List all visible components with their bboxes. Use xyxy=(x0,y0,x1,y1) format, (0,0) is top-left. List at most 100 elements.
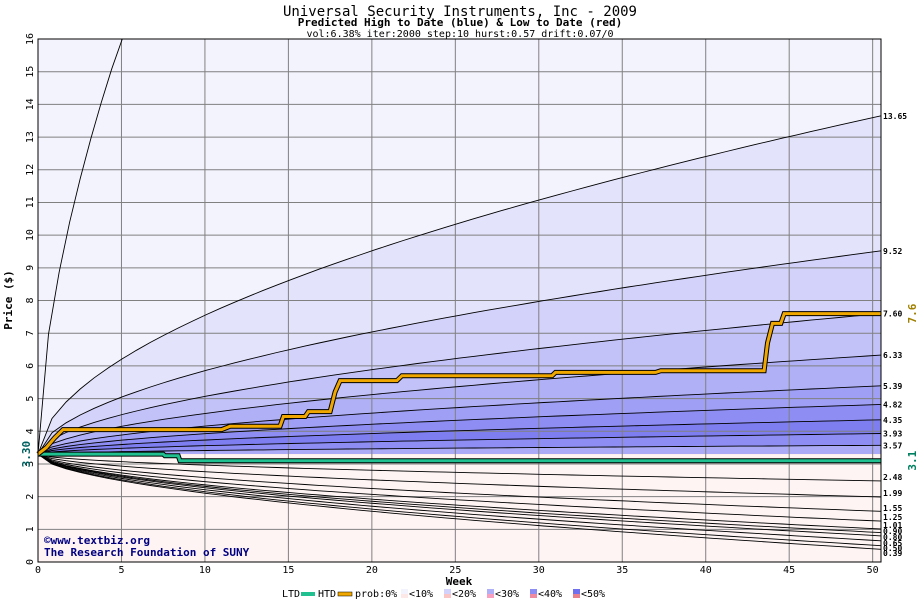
fan-line-low-0 xyxy=(37,453,882,482)
x-tick-45: 45 xyxy=(783,565,795,576)
x-tick-40: 40 xyxy=(700,565,712,576)
price-paths xyxy=(36,311,881,464)
legend-item-0: <10% xyxy=(409,589,433,600)
ltd-path xyxy=(38,452,881,463)
y-tick-15: 15 xyxy=(25,66,36,78)
quantile-label-high-2: 9.52 xyxy=(883,247,902,256)
plot-frame xyxy=(37,38,882,563)
x-tick-15: 15 xyxy=(282,565,294,576)
band-high-9 xyxy=(38,445,881,455)
legend-item-1: <20% xyxy=(452,589,476,600)
htd-end-label: 7.6 xyxy=(906,303,919,323)
fan-line-high-3 xyxy=(37,313,882,455)
legend-item-3: <40% xyxy=(538,589,562,600)
x-tick-5: 5 xyxy=(118,565,124,576)
quantile-label-high-3: 7.60 xyxy=(883,310,902,319)
x-tick-50: 50 xyxy=(867,565,879,576)
quantile-label-high-1: 13.65 xyxy=(883,112,907,121)
quantile-label-high-9: 3.57 xyxy=(883,441,902,450)
y-tick-2: 2 xyxy=(25,494,36,500)
chart-params: vol:6.38% iter:2000 step:10 hurst:0.57 d… xyxy=(306,29,613,40)
quantile-label-low-9: 0.39 xyxy=(883,549,902,558)
legend-swatch-blue-2 xyxy=(487,589,494,594)
legend-item-2: <30% xyxy=(495,589,519,600)
band-low-9 xyxy=(38,454,881,550)
y-tick-8: 8 xyxy=(25,297,36,303)
ltd-end-label: 3.1 xyxy=(906,450,919,470)
y-tick-5: 5 xyxy=(25,396,36,402)
legend-swatch-blue-3 xyxy=(530,589,537,594)
quantile-label-low-7: 0.65 xyxy=(883,539,902,548)
x-axis-title: Week xyxy=(446,575,473,588)
fan-line-low-7 xyxy=(37,453,882,542)
watermark-url: ©www.textbiz.org xyxy=(44,534,150,547)
y-tick-0: 0 xyxy=(25,559,36,565)
chart-subtitle: Predicted High to Date (blue) & Low to D… xyxy=(298,16,623,29)
fan-line-high-8 xyxy=(37,433,882,455)
x-tick-0: 0 xyxy=(35,565,41,576)
x-tick-20: 20 xyxy=(366,565,378,576)
fan-line-low-6 xyxy=(37,453,882,537)
y-tick-10: 10 xyxy=(25,229,36,241)
legend-swatch-red-3 xyxy=(530,594,537,598)
quantile-label-low-3: 1.25 xyxy=(883,513,902,522)
fan-line-high-9 xyxy=(37,444,882,455)
y-tick-14: 14 xyxy=(25,98,36,110)
legend-prob-items: <10% <20% <30% <40% <50% xyxy=(401,589,605,600)
legend-swatch-red-2 xyxy=(487,594,494,598)
fan-line-high-6 xyxy=(37,403,882,455)
fan-line-low-3 xyxy=(37,453,882,522)
quantile-label-low-8: 0.50 xyxy=(883,544,902,553)
x-tick-10: 10 xyxy=(199,565,211,576)
chart-title: Universal Security Instruments, Inc - 20… xyxy=(283,4,637,20)
fan-line-low-1 xyxy=(37,453,882,498)
legend-htd-label: HTD xyxy=(318,589,336,600)
quantile-label-low-0: 2.48 xyxy=(883,473,902,482)
legend-swatch-blue-0 xyxy=(401,589,408,594)
fan-line-high-2 xyxy=(37,250,882,455)
y-tick-1: 1 xyxy=(25,526,36,532)
fan-line-low-5 xyxy=(37,453,882,534)
y-tick-12: 12 xyxy=(25,164,36,176)
legend-prob-label: prob:0% xyxy=(355,589,397,600)
quantile-label-high-7: 4.35 xyxy=(883,416,902,425)
legend-swatch-blue-1 xyxy=(444,589,451,594)
y-tick-6: 6 xyxy=(25,363,36,369)
legend-swatch-red-0 xyxy=(401,594,408,598)
fan-line-low-8 xyxy=(37,453,882,547)
quantile-label-high-6: 4.82 xyxy=(883,400,902,409)
y-tick-3: 3 xyxy=(25,461,36,467)
quantile-label-high-4: 6.33 xyxy=(883,351,902,360)
fan-line-high-1 xyxy=(37,115,882,455)
legend-item-4: <50% xyxy=(581,589,605,600)
htd-path xyxy=(37,312,881,456)
quantile-label-high-5: 5.39 xyxy=(883,382,902,391)
y-tick-16: 16 xyxy=(25,33,36,45)
y-tick-7: 7 xyxy=(25,330,36,336)
fan-line-high-4 xyxy=(37,354,882,455)
y-tick-9: 9 xyxy=(25,265,36,271)
fan-line-low-2 xyxy=(37,453,882,512)
x-tick-35: 35 xyxy=(616,565,628,576)
fan-line-high-7 xyxy=(37,419,882,455)
quantile-label-low-1: 1.99 xyxy=(883,489,902,498)
quantile-label-low-5: 0.90 xyxy=(883,527,902,536)
quantile-label-low-6: 0.80 xyxy=(883,533,902,542)
x-tick-labels: 0 5 10 15 20 25 30 35 40 45 50 xyxy=(35,565,879,576)
legend: LTD HTD prob:0% <10% <20% <30% <40% <50% xyxy=(282,589,605,600)
quantile-label-low-2: 1.55 xyxy=(883,504,902,513)
quantile-label-high-8: 3.93 xyxy=(883,430,902,439)
legend-ltd-label: LTD xyxy=(282,589,300,600)
legend-swatch-red-1 xyxy=(444,594,451,598)
legend-ltd-swatch xyxy=(301,592,315,596)
quantile-labels: 13.65 9.52 7.60 6.33 5.39 4.82 4.35 3.93 3.57 2.4… xyxy=(883,112,907,558)
y-tick-11: 11 xyxy=(25,196,36,208)
quantile-label-low-4: 1.01 xyxy=(883,521,902,530)
y-axis-title: Price ($) xyxy=(2,270,15,330)
legend-htd-swatch xyxy=(337,591,353,597)
legend-swatch-blue-4 xyxy=(573,589,580,594)
watermark-org: The Research Foundation of SUNY xyxy=(44,546,250,559)
fan-line-low-9 xyxy=(37,453,882,550)
y-tick-13: 13 xyxy=(25,131,36,143)
